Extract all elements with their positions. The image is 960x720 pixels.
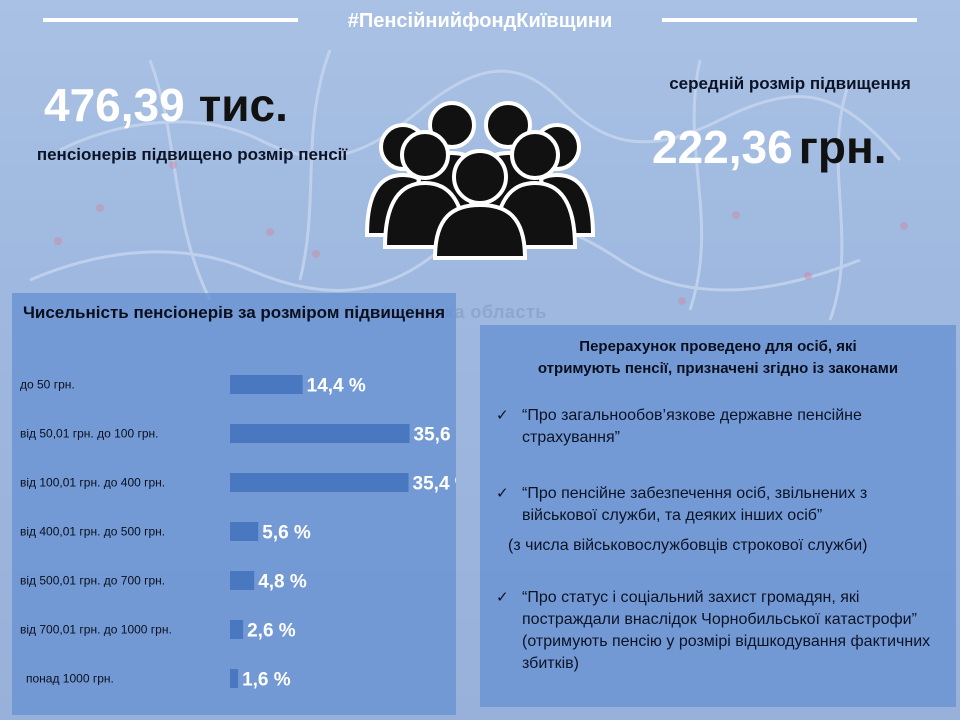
category-label: від 400,01 грн. до 500 грн. xyxy=(20,525,165,539)
chart-panel: Чисельність пенсіонерів за розміром підв… xyxy=(12,293,456,715)
value-label: 35,4 % xyxy=(413,474,456,495)
header-line-left xyxy=(43,18,298,22)
laws-title-line2: отримують пенсії, призначені згідно із з… xyxy=(537,360,899,377)
avg-increase-amount: 222,36 грн. xyxy=(652,120,887,174)
bar xyxy=(230,424,410,443)
checkmark-icon: ✓ xyxy=(496,407,509,424)
bar-chart: до 50 грн. 14,4 % від 50,01 грн. до 100 гр… xyxy=(20,375,456,691)
category-label: від 700,01 грн. до 1000 грн. xyxy=(20,623,172,637)
bar xyxy=(230,375,303,394)
laws-panel: Перерахунок проведено для осіб, які отри… xyxy=(480,325,956,707)
value-label: 35,6 % xyxy=(414,425,456,446)
chart-title: Чисельність пенсіонерів за розміром підв… xyxy=(22,303,446,322)
laws-title-line1: Перерахунок проведено для осіб, які xyxy=(579,338,857,355)
checkmark-icon: ✓ xyxy=(496,589,509,606)
bar xyxy=(230,571,255,590)
law-item-text: “Про статус і соціальний захист громадян… xyxy=(522,589,931,672)
bar xyxy=(230,620,244,639)
law-item-text: “Про пенсійне забезпечення осіб, звільне… xyxy=(522,485,868,524)
checkmark-icon: ✓ xyxy=(496,485,509,502)
value-label: 14,4 % xyxy=(307,376,366,397)
pensioners-value: 476,39 xyxy=(44,79,185,131)
category-label: до 50 грн. xyxy=(20,378,75,392)
bar xyxy=(230,473,409,492)
value-label: 1,6 % xyxy=(242,670,291,691)
pensioners-caption: пенсіонерів підвищено розмір пенсії xyxy=(36,145,348,164)
value-label: 2,6 % xyxy=(247,621,296,642)
avg-increase-unit: грн. xyxy=(798,121,887,173)
law-item-text: “Про загальнообов’язкове державне пенсій… xyxy=(522,407,862,446)
avg-increase-value: 222,36 xyxy=(652,121,793,173)
laws-panel-title: Перерахунок проведено для осіб, які отри… xyxy=(480,336,956,380)
category-label: від 100,01 грн. до 400 грн. xyxy=(20,476,165,490)
category-label: від 50,01 грн. до 100 грн. xyxy=(20,427,158,441)
pensioners-count: 476,39 тис. xyxy=(44,78,288,132)
header-line-right xyxy=(662,18,917,22)
category-label: понад 1000 грн. xyxy=(26,672,114,686)
bar xyxy=(230,669,239,688)
value-label: 4,8 % xyxy=(258,572,307,593)
avg-increase-caption: середній розмір підвищення xyxy=(669,74,911,93)
pensioners-unit: тис. xyxy=(198,79,288,131)
value-label: 5,6 % xyxy=(262,523,311,544)
hashtag-title: #ПенсійнийфондКиївщини xyxy=(347,10,613,32)
bar xyxy=(230,522,259,541)
category-label: від 500,01 грн. до 700 грн. xyxy=(20,574,165,588)
people-group-icon xyxy=(364,101,596,260)
law-item-note: (з числа військовослужбовців строкової с… xyxy=(508,537,868,554)
